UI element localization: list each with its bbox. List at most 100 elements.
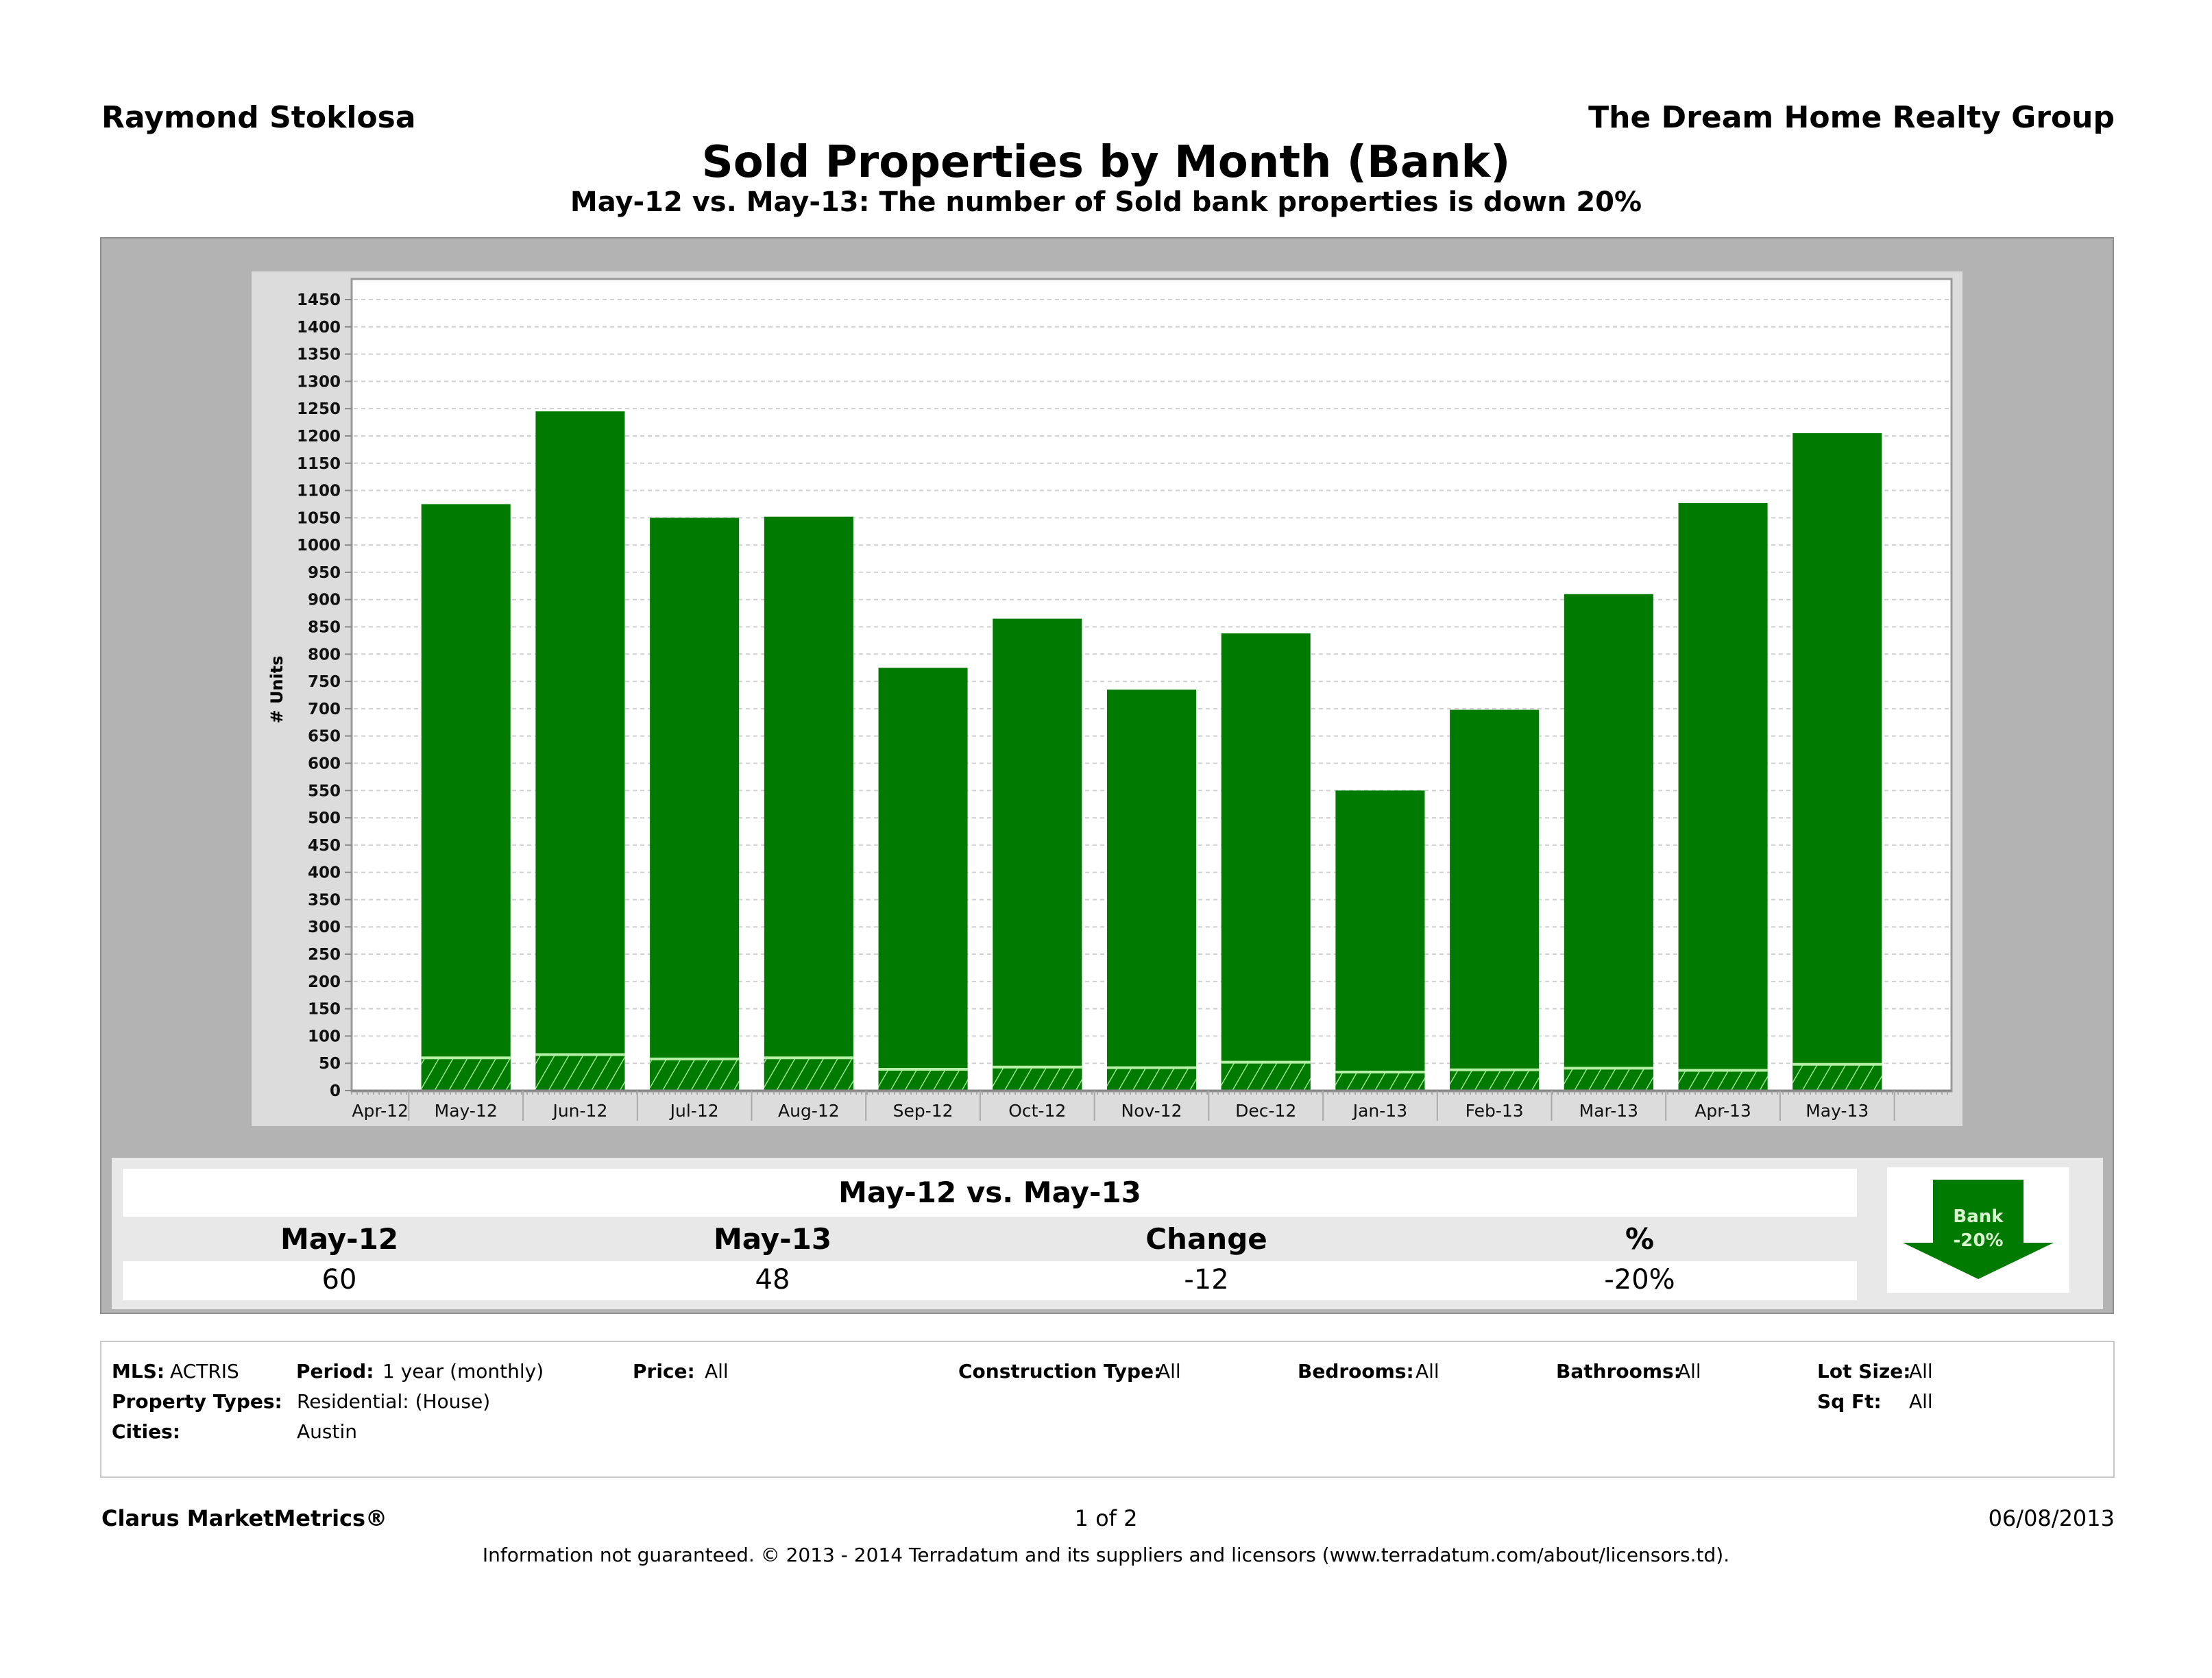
x-tick-label: Oct-12 — [1008, 1101, 1066, 1121]
x-tick-label: Mar-13 — [1579, 1101, 1638, 1121]
y-tick-label: 1200 — [297, 428, 341, 446]
y-tick-label: 700 — [308, 701, 341, 718]
bar-total-may-13 — [1792, 433, 1882, 1091]
bar-total-may-12 — [421, 504, 511, 1091]
filter-bedrooms-value: All — [1415, 1360, 1439, 1383]
y-tick-label: 400 — [308, 864, 341, 882]
trend-badge: Bank -20% — [1887, 1167, 2069, 1293]
x-tick-label: Sep-12 — [893, 1101, 953, 1121]
summary-value-may-12: 60 — [321, 1264, 357, 1296]
y-tick-label: 300 — [308, 919, 341, 936]
disclaimer: Information not guaranteed. © 2013 - 201… — [482, 1544, 1730, 1566]
summary-value-change: -12 — [1184, 1264, 1229, 1296]
x-tick-label: Jan-13 — [1352, 1101, 1407, 1121]
filter-sq-ft-value: All — [1909, 1390, 1933, 1413]
y-tick-label: 450 — [308, 837, 341, 855]
bar-total-dec-12 — [1221, 633, 1311, 1091]
filter-property-types-value: Residential: (House) — [297, 1390, 491, 1413]
x-tick-label: Apr-13 — [1694, 1101, 1751, 1121]
chart-subtitle: May-12 vs. May-13: The number of Sold ba… — [570, 186, 1642, 218]
filter-period-value: 1 year (monthly) — [382, 1360, 544, 1383]
y-tick-label: 600 — [308, 755, 341, 773]
filter-lot-size-value: All — [1909, 1360, 1933, 1383]
bar-total-oct-12 — [993, 618, 1082, 1091]
bar-bank-mar-13 — [1564, 1068, 1653, 1091]
y-tick-label: 750 — [308, 673, 341, 691]
x-tick-label: May-12 — [435, 1101, 498, 1121]
bars — [421, 411, 1882, 1091]
y-tick-label: 250 — [308, 946, 341, 964]
filter-cities-value: Austin — [297, 1420, 357, 1443]
y-tick-label: 1100 — [297, 483, 341, 500]
bar-bank-may-12 — [421, 1058, 511, 1091]
summary-title-row — [123, 1169, 1857, 1217]
x-tick-label: Nov-12 — [1121, 1101, 1182, 1121]
filter-sq-ft-label: Sq Ft: — [1817, 1390, 1882, 1413]
filter-property-types-label: Property Types: — [112, 1390, 282, 1413]
filter-cities-label: Cities: — [112, 1420, 180, 1443]
y-tick-label: 1050 — [297, 509, 341, 527]
bar-total-mar-13 — [1564, 594, 1653, 1091]
summary-header-percent: % — [1625, 1222, 1655, 1256]
x-tick-label: Feb-13 — [1466, 1101, 1524, 1121]
summary-header-may-12: May-12 — [280, 1222, 399, 1256]
y-tick-label: 850 — [308, 619, 341, 637]
bar-bank-jan-13 — [1335, 1071, 1425, 1091]
y-tick-label: 550 — [308, 782, 341, 800]
x-tick-label: Jul-12 — [669, 1101, 719, 1121]
chart-title: Sold Properties by Month (Bank) — [701, 137, 1511, 188]
page-indicator: 1 of 2 — [1074, 1505, 1138, 1531]
x-tick-label: May-13 — [1806, 1101, 1869, 1121]
y-tick-label: 200 — [308, 973, 341, 991]
footer-brand: Clarus MarketMetrics® — [101, 1505, 388, 1531]
bar-total-jan-13 — [1335, 790, 1425, 1091]
down-arrow-icon: Bank -20% — [1903, 1180, 2054, 1279]
bar-chart: 0 50 100 150 200 250 300 350 400 450 500 550 600 650 7… — [267, 278, 1953, 1121]
bar-bank-dec-12 — [1221, 1062, 1311, 1091]
bar-total-jul-12 — [650, 518, 740, 1091]
bar-total-apr-13 — [1678, 502, 1768, 1091]
y-tick-label: 1250 — [297, 400, 341, 418]
summary-values-row — [123, 1261, 1857, 1300]
y-tick-label: 1400 — [297, 319, 341, 337]
filter-lot-size-label: Lot Size: — [1817, 1360, 1911, 1383]
filter-bedrooms-label: Bedrooms: — [1298, 1360, 1414, 1383]
y-tick-label: 350 — [308, 891, 341, 909]
x-tick-label: Aug-12 — [778, 1101, 840, 1121]
bar-bank-apr-13 — [1678, 1070, 1768, 1091]
bar-bank-sep-12 — [878, 1069, 968, 1091]
summary-header-change: Change — [1145, 1222, 1267, 1256]
x-tick-label: Jun-12 — [551, 1101, 607, 1121]
y-tick-label: 900 — [308, 592, 341, 609]
badge-value: -20% — [1953, 1230, 2003, 1251]
y-tick-label: 500 — [308, 810, 341, 827]
report-date: 06/08/2013 — [1988, 1505, 2115, 1531]
filter-bathrooms-label: Bathrooms: — [1556, 1360, 1681, 1383]
bar-total-nov-12 — [1106, 690, 1197, 1091]
y-tick-label: 1300 — [297, 373, 341, 391]
y-tick-label: 800 — [308, 646, 341, 664]
filter-period-label: Period: — [296, 1360, 374, 1383]
company-name: The Dream Home Realty Group — [1588, 100, 2115, 135]
x-axis-ticks: Apr-12 May-12 Jun-12 Jul-12 Aug-12 Sep-12 Oct-… — [351, 1089, 1952, 1121]
y-axis-label: # Units — [267, 655, 287, 723]
agent-name: Raymond Stoklosa — [101, 100, 416, 135]
y-tick-label: 0 — [330, 1082, 341, 1100]
filter-mls-label: MLS: — [112, 1360, 165, 1383]
y-tick-label: 950 — [308, 564, 341, 582]
y-tick-label: 1450 — [297, 291, 341, 309]
y-tick-label: 1350 — [297, 346, 341, 364]
filter-price-label: Price: — [633, 1360, 695, 1383]
bar-total-feb-13 — [1450, 709, 1540, 1091]
filter-bathrooms-value: All — [1677, 1360, 1701, 1383]
y-tick-label: 150 — [308, 1001, 341, 1019]
bar-bank-jun-12 — [535, 1054, 625, 1091]
filter-price-value: All — [705, 1360, 729, 1383]
bar-bank-aug-12 — [764, 1058, 853, 1091]
y-axis-ticks: 0 50 100 150 200 250 300 350 400 450 500 550 600 650 7… — [297, 291, 352, 1100]
filter-construction-type-value: All — [1157, 1360, 1181, 1383]
bar-bank-nov-12 — [1106, 1067, 1197, 1091]
x-tick-label: Dec-12 — [1235, 1101, 1296, 1121]
bar-bank-oct-12 — [993, 1067, 1082, 1091]
y-tick-label: 1000 — [297, 537, 341, 555]
